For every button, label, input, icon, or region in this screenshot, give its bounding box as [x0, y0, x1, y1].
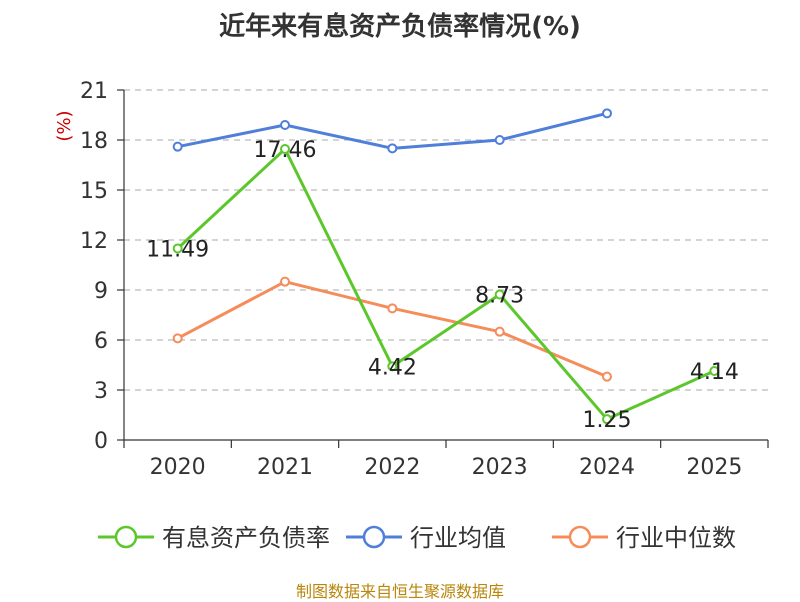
legend-label: 行业中位数	[616, 524, 736, 552]
data-label: 4.42	[368, 355, 417, 380]
x-tick-label: 2025	[686, 455, 742, 480]
y-axis-unit: (%)	[54, 110, 75, 141]
data-point	[602, 414, 612, 425]
data-point	[602, 108, 612, 119]
data-point	[494, 289, 505, 300]
data-point	[494, 135, 505, 145]
data-label: 11.49	[146, 238, 209, 263]
data-point	[280, 276, 290, 287]
data-point	[387, 303, 398, 314]
legend-label: 行业均值	[410, 524, 506, 552]
x-tick-label: 2022	[364, 455, 420, 480]
x-tick-label: 2024	[579, 455, 635, 480]
y-tick-label: 6	[94, 329, 108, 354]
data-point	[387, 361, 398, 372]
chart-title: 近年来有息资产负债率情况(%)	[219, 12, 581, 42]
series-line	[176, 147, 715, 421]
grid-lines	[124, 89, 768, 391]
data-point	[494, 326, 505, 337]
data-point	[172, 141, 183, 152]
data-point	[602, 371, 612, 382]
legend-marker	[362, 525, 386, 549]
series-lines	[172, 108, 720, 425]
data-point	[387, 143, 398, 154]
data-label: 17.46	[254, 138, 317, 163]
data-point	[172, 243, 183, 254]
y-tick-label: 12	[80, 229, 108, 254]
data-point	[280, 120, 290, 130]
data-point	[280, 144, 290, 154]
source-note: 制图数据来自恒生聚源数据库	[295, 582, 504, 601]
axes: 0 3 6 9 12 15 18 21 2020 2021 2022 2023 2024 2025 (%)	[54, 79, 769, 480]
y-tick-label: 18	[80, 129, 108, 154]
series-line	[177, 111, 608, 150]
y-tick-label: 0	[94, 429, 108, 454]
y-tick-label: 3	[94, 379, 108, 404]
x-tick-label: 2023	[472, 455, 528, 480]
data-label: 8.73	[475, 284, 524, 309]
y-tick-label: 15	[80, 179, 108, 204]
legend-marker	[568, 525, 592, 549]
data-point	[172, 333, 183, 344]
data-point	[709, 366, 720, 376]
x-tick-label: 2021	[257, 455, 313, 480]
legend: 有息资产负债率 行业均值 行业中位数	[98, 524, 736, 552]
y-tick-label: 21	[80, 79, 108, 104]
data-label: 1.25	[583, 408, 632, 433]
y-tick-label: 9	[94, 279, 108, 304]
legend-label: 有息资产负债率	[162, 524, 330, 552]
data-label: 4.14	[690, 360, 739, 385]
x-tick-label: 2020	[150, 455, 206, 480]
data-labels: 11.49 17.46 4.42 8.73 1.25 4.14	[146, 138, 739, 433]
legend-marker	[114, 525, 138, 549]
